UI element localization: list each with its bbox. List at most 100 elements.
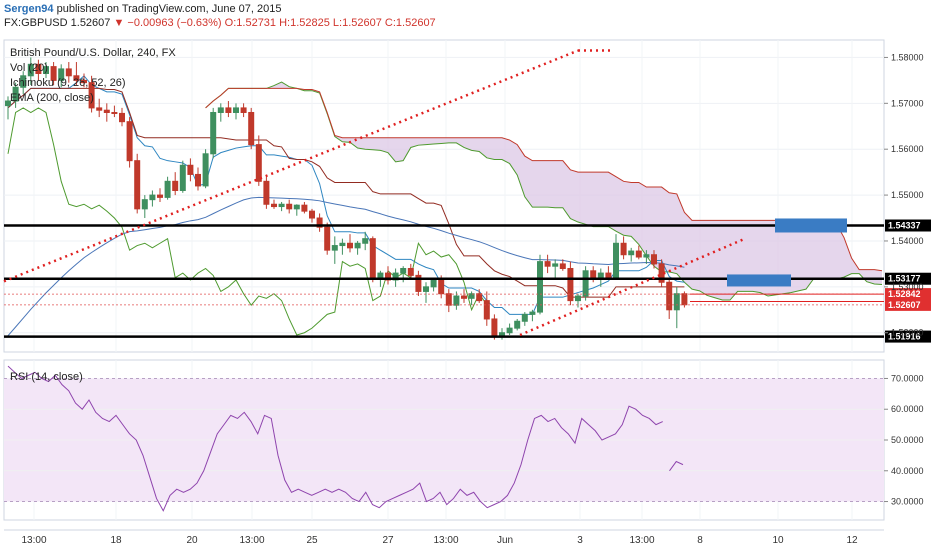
time-tick-label: 13:00 bbox=[239, 535, 264, 546]
rsi-tick-label: 60.0000 bbox=[891, 404, 924, 414]
candle-body bbox=[483, 300, 490, 320]
ichimoku-cloud bbox=[205, 82, 883, 301]
candle-body bbox=[605, 272, 612, 279]
price-tag bbox=[885, 288, 931, 301]
candle-body bbox=[400, 267, 407, 274]
time-tick-label: 13:00 bbox=[21, 535, 46, 546]
ema-200-line bbox=[7, 196, 685, 337]
level-price-tag bbox=[885, 219, 931, 232]
candle-body bbox=[628, 250, 635, 256]
indicator-legend: British Pound/U.S. Dollar, 240, FX Vol (… bbox=[10, 46, 176, 106]
candle-body bbox=[111, 111, 118, 114]
candle-body bbox=[271, 203, 277, 208]
candle-body bbox=[248, 111, 255, 146]
support-box bbox=[727, 274, 791, 287]
candle-body bbox=[233, 107, 239, 113]
price-tick-label: 1.55000 bbox=[891, 190, 924, 200]
senkou-span-a bbox=[205, 81, 883, 301]
candle-body bbox=[445, 293, 452, 306]
candle-body bbox=[347, 242, 353, 249]
candle-body bbox=[651, 254, 657, 265]
rsi-tick-label: 40.0000 bbox=[891, 466, 924, 476]
candle-body bbox=[597, 272, 604, 279]
candle-body bbox=[506, 327, 513, 334]
candle-body bbox=[354, 242, 361, 249]
candle-body bbox=[149, 194, 156, 201]
candle-body bbox=[415, 274, 422, 292]
time-tick-label: 20 bbox=[186, 535, 198, 546]
axes: 1.58000 1.57000 1.56000 1.55000 1.54000 1.530… bbox=[21, 52, 923, 546]
candle-body bbox=[377, 272, 384, 279]
time-tick-label: 12 bbox=[846, 535, 858, 546]
candle-body bbox=[491, 318, 498, 336]
legend-vol[interactable]: Vol (20) bbox=[10, 62, 48, 74]
candle-body bbox=[255, 144, 262, 182]
candle-body bbox=[529, 311, 536, 315]
candle-body bbox=[575, 295, 581, 302]
candle-body bbox=[369, 238, 376, 279]
candle-body bbox=[453, 295, 460, 306]
legend-ema[interactable]: EMA (200, close) bbox=[10, 92, 94, 104]
candle-body bbox=[301, 204, 308, 212]
time-tick-label: 13:00 bbox=[433, 535, 458, 546]
candle-body bbox=[103, 109, 110, 113]
chikou-line bbox=[7, 107, 488, 336]
candle-body bbox=[286, 203, 293, 210]
price-tick-label: 1.58000 bbox=[891, 52, 924, 62]
candle-body bbox=[476, 293, 483, 302]
senkou-span-b bbox=[205, 87, 883, 272]
candle-body bbox=[141, 199, 148, 210]
candle-body bbox=[195, 173, 201, 187]
candle-body bbox=[73, 75, 80, 81]
ohlc-values: O:1.52731 H:1.52825 L:1.52607 C:1.52607 bbox=[224, 17, 436, 29]
level-price-tag bbox=[885, 272, 931, 285]
candle-body bbox=[552, 263, 559, 267]
candle-body bbox=[544, 261, 551, 267]
candle-body bbox=[590, 270, 597, 279]
rsi-line-tail bbox=[669, 460, 684, 472]
candle-body bbox=[43, 66, 49, 74]
candle-body bbox=[50, 66, 57, 81]
candle-body bbox=[96, 107, 103, 111]
price-tag bbox=[885, 298, 931, 311]
legend-ichimoku[interactable]: Ichimoku (9, 26, 52, 26) bbox=[10, 77, 126, 89]
candle-body bbox=[316, 217, 323, 228]
candle-body bbox=[521, 313, 528, 322]
candle-body bbox=[157, 194, 163, 198]
chart-header: Sergen94 published on TradingView.com, J… bbox=[4, 2, 436, 30]
legend-rsi[interactable]: RSI (14, close) bbox=[10, 371, 83, 383]
candle-body bbox=[666, 281, 673, 311]
candle-body bbox=[407, 267, 414, 276]
candle-body bbox=[5, 100, 11, 107]
rsi-tick-label: 50.0000 bbox=[891, 435, 924, 445]
candle-body bbox=[331, 245, 338, 251]
price-pane-frame bbox=[3, 39, 885, 353]
candle-body bbox=[499, 332, 505, 336]
candle-body bbox=[20, 75, 27, 88]
candle-body bbox=[635, 250, 642, 258]
author-link[interactable]: Sergen94 bbox=[4, 3, 54, 15]
candle-body bbox=[559, 263, 566, 269]
time-tick-label: 3 bbox=[577, 535, 583, 546]
candle-body bbox=[119, 112, 125, 123]
symbol-label: FX:GBPUSD bbox=[4, 17, 68, 29]
candle-body bbox=[164, 180, 171, 198]
candle-body bbox=[225, 107, 232, 113]
candle-body bbox=[278, 203, 285, 208]
time-tick-label: 8 bbox=[697, 535, 703, 546]
candle-body bbox=[643, 254, 650, 258]
rsi-line bbox=[7, 365, 663, 512]
candle-body bbox=[339, 242, 346, 247]
candle-body bbox=[673, 293, 680, 311]
candle-body bbox=[461, 295, 467, 299]
candle-body bbox=[240, 107, 247, 113]
candle-body bbox=[582, 270, 589, 297]
candle-body bbox=[263, 180, 270, 205]
candle-body bbox=[423, 286, 429, 292]
price-tick-label: 1.52000 bbox=[891, 328, 924, 338]
level-price-label: 1.53177 bbox=[888, 274, 921, 284]
upper-trendline bbox=[3, 49, 579, 283]
instrument-title: British Pound/U.S. Dollar, 240, FX bbox=[10, 47, 176, 59]
